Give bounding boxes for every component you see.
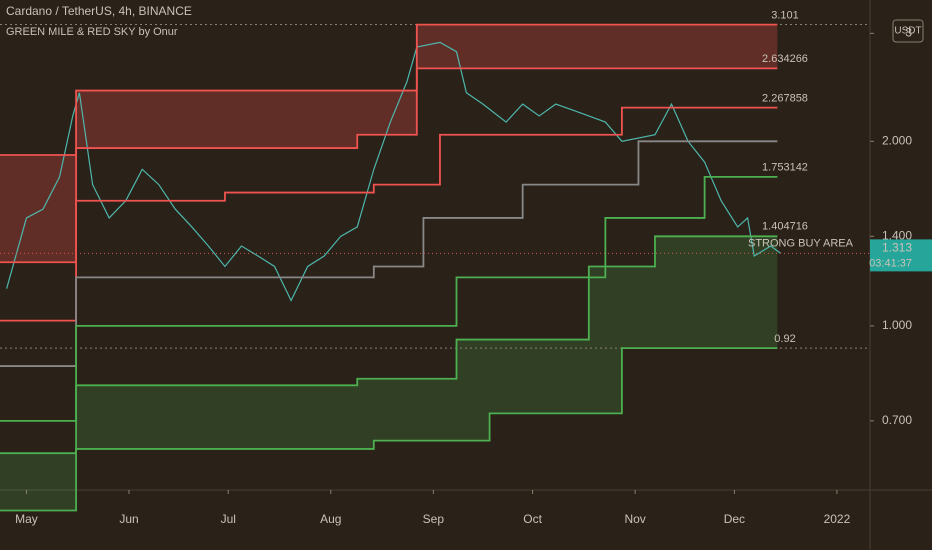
band-fill	[0, 236, 778, 511]
x-tick-label: Oct	[523, 512, 542, 526]
level-label: 0.92	[774, 333, 795, 345]
x-tick-label: Sep	[423, 512, 445, 526]
x-tick-label: Nov	[624, 512, 645, 526]
countdown: 03:41:37	[869, 257, 912, 269]
band-line	[0, 347, 778, 512]
x-tick-label: 2022	[824, 512, 851, 526]
level-label: 3.101	[771, 9, 799, 21]
band-line	[0, 175, 778, 422]
band-line	[0, 140, 778, 367]
y-tick-label: 1.000	[882, 318, 912, 332]
y-tick-label: 0.700	[882, 413, 912, 427]
y-tick-label: 3	[905, 26, 912, 40]
level-label: 2.267858	[762, 93, 808, 105]
x-tick-label: Dec	[724, 512, 745, 526]
plot-area: 3.101 2.634266 2.267858 1.753142 1.404716 0.9…	[0, 9, 870, 512]
y-tick-label: 1.400	[882, 228, 912, 242]
indicator-name: GREEN MILE & RED SKY by Onur	[6, 26, 178, 38]
level-label: 1.404716	[762, 220, 808, 232]
price-tag-label: 1.313	[882, 241, 912, 255]
currency[interactable]: USDT	[894, 26, 921, 37]
band-line	[0, 23, 778, 156]
y-tick-label: 2.000	[882, 133, 912, 147]
band-line	[0, 106, 778, 322]
level-label: 2.634266	[762, 53, 808, 65]
annotation: STRONG BUY AREA	[748, 237, 854, 249]
x-tick-label: Jun	[119, 512, 138, 526]
level-label: 1.753142	[762, 161, 808, 173]
price-tag	[870, 239, 932, 272]
band-line	[0, 235, 778, 455]
currency-box[interactable]	[892, 19, 924, 43]
chart-title: Cardano / TetherUS, 4h, BINANCE	[6, 4, 192, 18]
band-fill	[0, 24, 778, 263]
x-tick-label: May	[15, 512, 38, 526]
x-tick-label: Jul	[221, 512, 236, 526]
x-tick-label: Aug	[320, 512, 341, 526]
